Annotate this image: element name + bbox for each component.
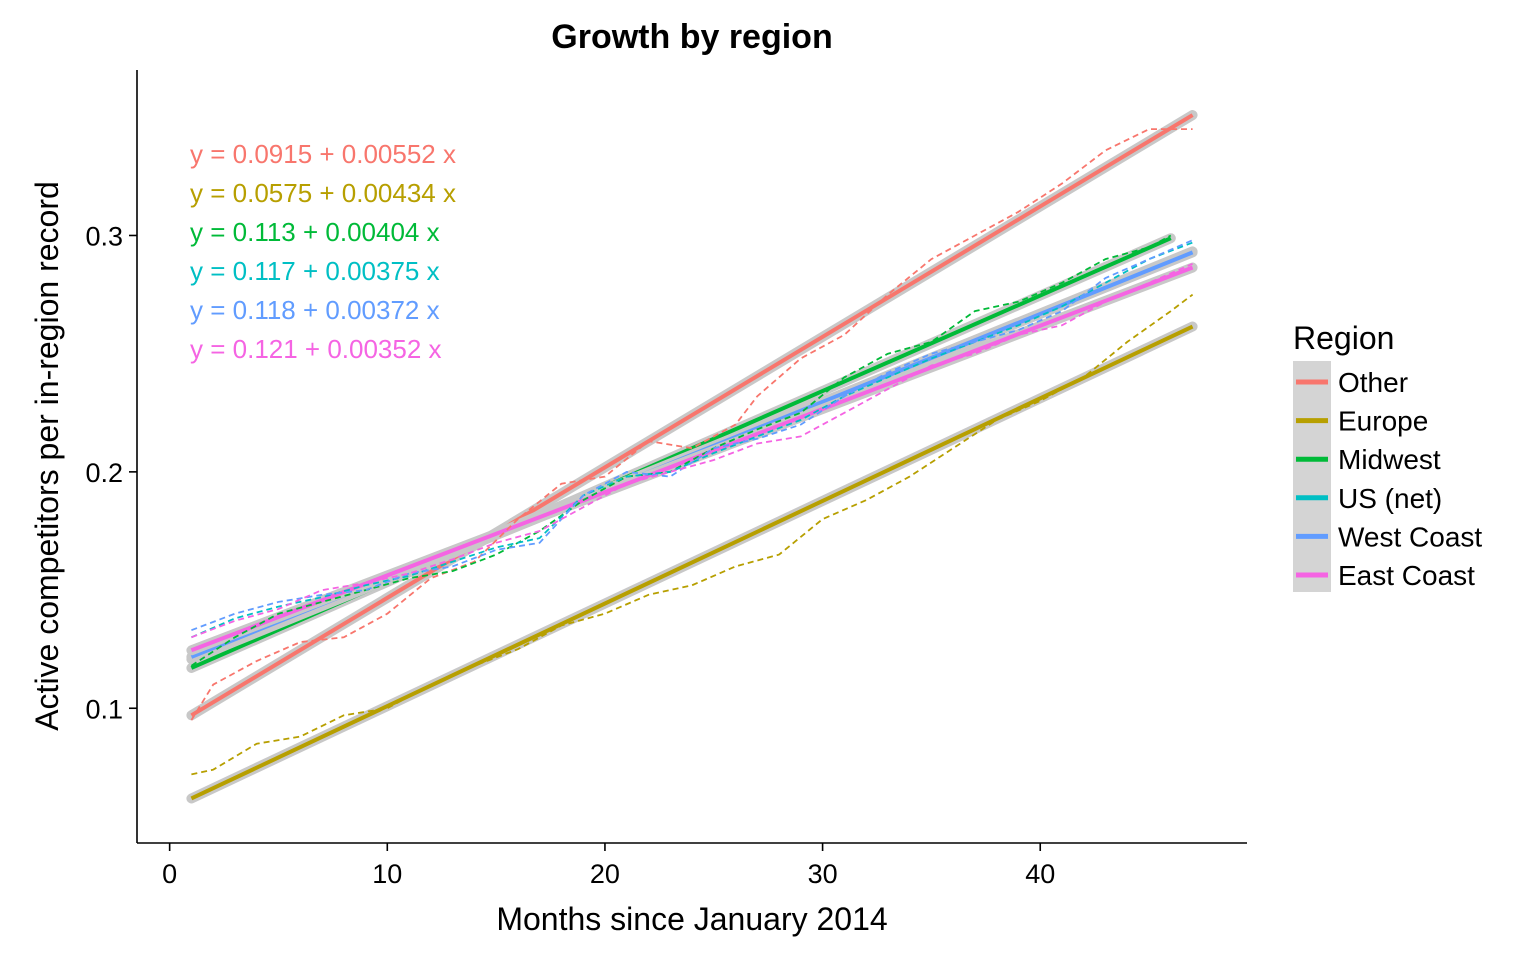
raw-line-us-net <box>191 241 1193 639</box>
legend-label-midwest: Midwest <box>1338 444 1441 475</box>
y-tick-label: 0.3 <box>85 221 123 251</box>
equations: y = 0.0915 + 0.00552 x y = 0.0575 + 0.004… <box>190 139 456 364</box>
equation-other: y = 0.0915 + 0.00552 x <box>190 139 456 169</box>
equation-east-coast: y = 0.121 + 0.00352 x <box>190 334 442 364</box>
legend-key-background <box>1293 361 1331 592</box>
raw-line-europe <box>191 293 1194 776</box>
x-tick-label: 40 <box>1025 859 1055 889</box>
fit-line-other <box>190 113 1194 718</box>
raw-line-midwest <box>190 234 1172 667</box>
y-axis-label: Active competitors per in-region record <box>29 181 65 731</box>
equation-us-net: y = 0.117 + 0.00375 x <box>190 256 440 286</box>
plot-area <box>186 110 1198 804</box>
raw-line-east-coast <box>191 262 1193 639</box>
equation-midwest: y = 0.113 + 0.00404 x <box>190 217 440 247</box>
equation-west-coast: y = 0.118 + 0.00372 x <box>190 295 440 325</box>
y-ticks: 0.1 0.2 0.3 <box>85 221 137 724</box>
x-tick-label: 0 <box>162 859 177 889</box>
legend-title: Region <box>1293 320 1394 356</box>
y-tick-label: 0.2 <box>85 458 123 488</box>
x-tick-label: 30 <box>808 859 838 889</box>
x-tick-label: 20 <box>590 859 620 889</box>
fit-line-europe <box>190 324 1194 801</box>
legend-label-other: Other <box>1338 367 1408 398</box>
equation-europe: y = 0.0575 + 0.00434 x <box>190 178 456 208</box>
legend-label-east-coast: East Coast <box>1338 560 1475 591</box>
legend-label-us-net: US (net) <box>1338 483 1442 514</box>
raw-lines <box>190 128 1194 776</box>
x-axis-label: Months since January 2014 <box>496 901 887 937</box>
legend: Region Other Europe Midwest US (net) West Co… <box>1293 320 1482 592</box>
x-tick-label: 10 <box>372 859 402 889</box>
x-ticks: 0 10 20 30 40 <box>162 843 1055 889</box>
legend-label-europe: Europe <box>1338 406 1428 437</box>
legend-label-west-coast: West Coast <box>1338 521 1482 552</box>
raw-line-west-coast <box>191 239 1193 632</box>
y-tick-label: 0.1 <box>85 694 123 724</box>
chart-title: Growth by region <box>551 18 832 56</box>
raw-line-other <box>190 128 1193 721</box>
